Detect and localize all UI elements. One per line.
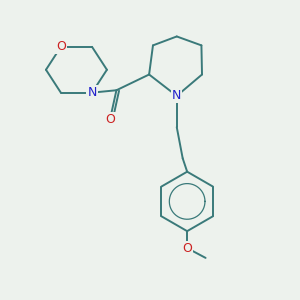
Text: N: N [172, 89, 182, 102]
Text: O: O [106, 113, 116, 127]
Text: O: O [56, 40, 66, 53]
Text: O: O [182, 242, 192, 255]
Text: N: N [87, 86, 97, 99]
